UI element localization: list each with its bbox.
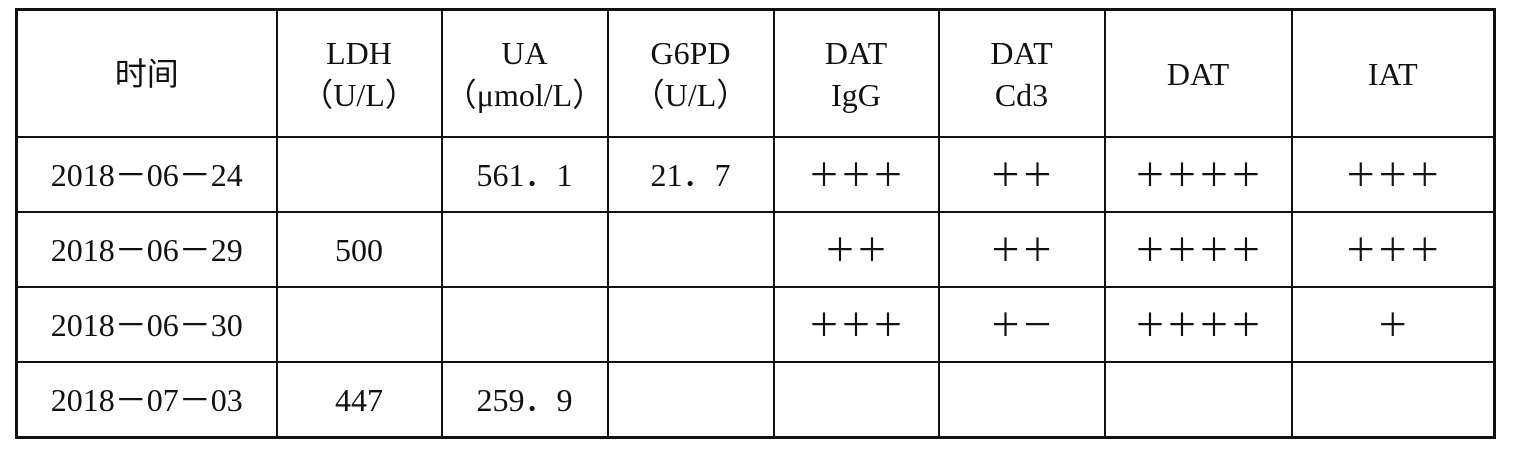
header-text: （μmol/L） <box>444 76 605 113</box>
value-cell: ＋＋＋＋ <box>1103 211 1293 288</box>
header-cell: DAT IgG <box>772 8 940 138</box>
header-text: IgG <box>831 76 881 113</box>
header-text: （U/L） <box>301 76 417 113</box>
header-text: LDH <box>326 34 392 71</box>
empty-cell <box>1290 361 1496 439</box>
header-text: DAT <box>990 34 1053 71</box>
empty-cell <box>275 136 443 213</box>
empty-cell <box>937 361 1106 439</box>
date-cell: 2018－06－29 <box>15 211 278 288</box>
empty-cell <box>1103 361 1293 439</box>
empty-cell <box>772 361 940 439</box>
header-text: DAT <box>824 34 888 71</box>
date-cell: 2018－07－03 <box>15 361 278 439</box>
table-row: 2018－06－29 500 ＋＋ ＋＋ ＋＋＋＋ ＋＋＋ <box>15 211 1496 288</box>
empty-cell <box>440 211 609 288</box>
value-cell: ＋＋＋＋ <box>1103 136 1293 213</box>
table-body: 2018－06－24 561．1 21．7 ＋＋＋ ＋＋ ＋＋＋＋ ＋＋＋ 2018－06－2… <box>15 136 1496 439</box>
value-cell: ＋＋＋ <box>772 136 940 213</box>
header-cell: IAT <box>1290 8 1496 138</box>
value-cell: ＋＋＋＋ <box>1103 286 1293 363</box>
value-cell: ＋＋ <box>937 136 1106 213</box>
value-cell: 500 <box>275 211 443 288</box>
table-row: 2018－07－03 447 259．9 <box>15 361 1496 439</box>
header-cell: G6PD （U/L） <box>606 8 775 138</box>
value-cell: 561．1 <box>440 136 609 213</box>
value-cell: 447 <box>275 361 443 439</box>
date-cell: 2018－06－30 <box>15 286 278 363</box>
header-text: DAT <box>1166 55 1230 92</box>
header-cell: UA （μmol/L） <box>440 8 609 138</box>
value-cell: ＋＋＋ <box>1290 136 1496 213</box>
header-cell: DAT Cd3 <box>937 8 1106 138</box>
header-text: IAT <box>1367 55 1418 92</box>
value-cell: ＋＋＋ <box>1290 211 1496 288</box>
header-cell: DAT <box>1103 8 1293 138</box>
header-cell: LDH （U/L） <box>275 8 443 138</box>
empty-cell <box>606 286 775 363</box>
header-text: （U/L） <box>632 76 749 113</box>
data-table: 时间 LDH （U/L） UA （μmol/L） G6PD （U/L） DAT IgG DAT Cd… <box>15 8 1496 439</box>
value-cell: 259．9 <box>440 361 609 439</box>
table-row: 2018－06－30 ＋＋＋ ＋－ ＋＋＋＋＋ <box>15 286 1496 363</box>
value-cell: ＋＋ <box>772 211 940 288</box>
value-cell: ＋＋＋ <box>772 286 940 363</box>
header-text: UA <box>501 34 548 71</box>
header-text: G6PD <box>650 34 731 71</box>
header-text: Cd3 <box>994 76 1049 113</box>
header-row: 时间 LDH （U/L） UA （μmol/L） G6PD （U/L） DAT IgG DAT Cd… <box>15 8 1496 138</box>
value-cell: ＋ <box>1290 286 1496 363</box>
empty-cell <box>606 361 775 439</box>
value-cell: 21．7 <box>606 136 775 213</box>
empty-cell <box>606 211 775 288</box>
header-text: 时间 <box>114 55 179 92</box>
header-cell: 时间 <box>15 8 278 138</box>
empty-cell <box>275 286 443 363</box>
value-cell: ＋＋ <box>937 211 1106 288</box>
value-cell: ＋－ <box>937 286 1106 363</box>
empty-cell <box>440 286 609 363</box>
table-row: 2018－06－24 561．1 21．7 ＋＋＋ ＋＋ ＋＋＋＋ ＋＋＋ <box>15 136 1496 213</box>
date-cell: 2018－06－24 <box>15 136 278 213</box>
